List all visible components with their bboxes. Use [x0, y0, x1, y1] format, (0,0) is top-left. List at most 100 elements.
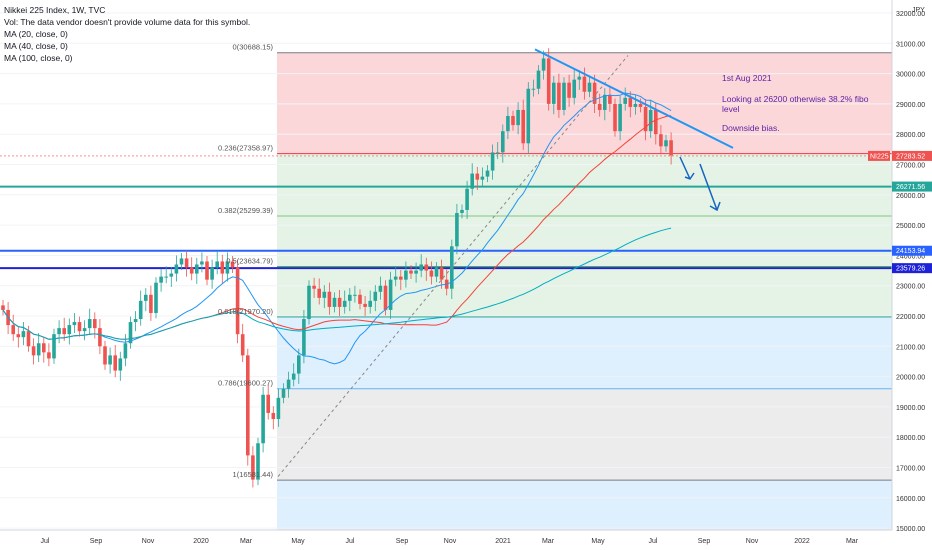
price-tick-label: 21000.00 — [896, 344, 925, 351]
candle-body — [133, 319, 138, 323]
time-tick-label: Mar — [542, 538, 555, 545]
candle-body — [230, 261, 235, 268]
candle-body — [353, 294, 357, 296]
candle-body — [281, 388, 286, 398]
candle-body — [256, 443, 260, 480]
candle-body — [26, 331, 31, 347]
candle-body — [164, 276, 168, 278]
candle-body — [597, 103, 602, 110]
candle-body — [179, 258, 184, 265]
support-lines — [0, 155, 892, 270]
candle-body — [342, 300, 347, 307]
candle-body — [93, 319, 97, 329]
candle-body — [373, 291, 378, 301]
candle-body — [72, 322, 77, 326]
time-tick-label: Sep — [90, 538, 103, 545]
time-axis: Jul Sep Nov 2020 Mar May Jul Sep Nov 2021 Mar May Ju… — [0, 529, 892, 550]
arrow-down-2 — [699, 163, 721, 212]
candle-body — [144, 294, 148, 301]
candle-body — [220, 261, 225, 274]
price-badge-text: 27283.52 — [896, 153, 925, 160]
price-tick-label: 18000.00 — [896, 435, 925, 442]
candle-body — [562, 82, 566, 110]
candle-body — [414, 270, 418, 274]
candle-body — [465, 188, 469, 210]
candle-body — [123, 343, 128, 359]
candle-body — [159, 276, 163, 283]
candle-body — [266, 394, 270, 413]
price-tick-label: 16000.00 — [896, 496, 925, 503]
candle-body — [628, 97, 633, 107]
candle-body — [215, 261, 219, 268]
candle-body — [506, 116, 510, 132]
price-tick-label: 20000.00 — [896, 375, 925, 382]
candle-body — [572, 79, 576, 98]
price-tick-label: 17000.00 — [896, 466, 925, 473]
time-tick-label: Jul — [649, 538, 658, 545]
ma-20-line — [2, 92, 672, 365]
candle-body — [154, 282, 158, 313]
candle-body — [307, 285, 311, 320]
price-badge-text: 24153.94 — [896, 248, 925, 255]
candle-body — [399, 276, 403, 280]
candle-body — [87, 319, 92, 329]
candle-body — [113, 355, 117, 371]
ma-legend-40[interactable]: MA (40, close, 0) — [4, 41, 68, 51]
price-axis: 32000.00 31000.00 30000.00 29000.00 28000.00… — [868, 0, 932, 550]
candle-body — [189, 267, 194, 274]
time-tick-label: Nov — [444, 538, 457, 545]
ma-legend-20[interactable]: MA (20, close, 0) — [4, 29, 68, 39]
fib-label: 0(30688.15) — [233, 43, 274, 52]
price-badge-bg — [892, 181, 932, 192]
chart-title: Nikkei 225 Index, 1W, TVC — [4, 5, 106, 15]
candle-body — [358, 294, 362, 304]
candle-body — [16, 334, 21, 338]
candle-body — [480, 176, 485, 180]
candle-body — [378, 285, 383, 292]
candle-body — [567, 82, 571, 98]
time-tick-label: Nov — [142, 538, 155, 545]
arrow-down-1 — [679, 156, 695, 180]
candle-body — [455, 212, 459, 247]
candle-body — [332, 297, 337, 307]
price-badge-bg — [892, 263, 932, 274]
candle-body — [393, 276, 398, 280]
candle-body — [368, 300, 372, 307]
fib-zone — [277, 316, 892, 389]
candle-body — [118, 358, 123, 371]
fib-zone — [277, 216, 892, 267]
candle-body — [225, 261, 230, 274]
candle-body — [638, 103, 643, 107]
fib-zone — [277, 388, 892, 481]
candle-body — [11, 325, 15, 335]
candle-body — [1, 305, 5, 310]
gridlines — [0, 12, 892, 529]
candle-body — [235, 267, 240, 335]
candle-body — [587, 82, 592, 92]
candle-body — [511, 116, 515, 126]
price-badge-bg — [892, 245, 932, 256]
candle-body — [174, 264, 179, 274]
candle-body — [516, 109, 520, 126]
candle-body — [439, 267, 444, 280]
candle-body — [475, 173, 480, 180]
candle-body — [424, 264, 429, 271]
candle-body — [603, 94, 607, 110]
candle-body — [286, 379, 291, 389]
candle-body — [184, 258, 189, 268]
annotation-bias: Downside bias. — [722, 123, 780, 133]
annotation-line1: Looking at 26200 otherwise 38.2% fibo — [722, 94, 869, 104]
candle-body — [388, 279, 393, 310]
candle-body — [613, 103, 617, 132]
candle-body — [62, 328, 66, 335]
candle-body — [648, 109, 653, 132]
fib-zone — [277, 153, 892, 217]
candle-body — [434, 267, 439, 277]
candle-body — [429, 270, 434, 277]
candle-body — [327, 291, 332, 307]
candle-body — [552, 82, 556, 104]
time-tick-label: Mar — [240, 538, 253, 545]
ma-legend-100[interactable]: MA (100, close, 0) — [4, 53, 73, 63]
candle-body — [271, 412, 276, 420]
